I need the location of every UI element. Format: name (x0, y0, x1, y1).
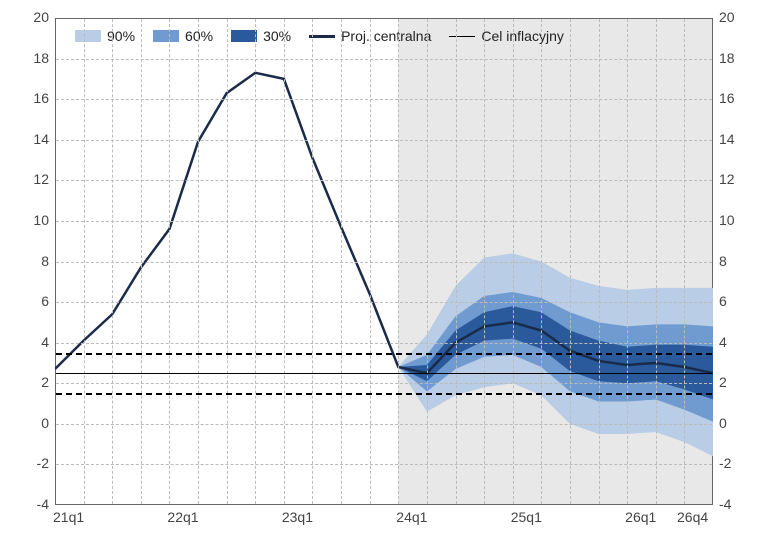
inflation-fan-chart: 90% 60% 30% Proj. centralna Cel inflacyjny -… (0, 0, 768, 535)
y-tick-left: 16 (0, 90, 49, 106)
y-tick-right: 14 (719, 131, 735, 147)
y-tick-right: 18 (719, 50, 735, 66)
grid-line-v (427, 19, 428, 504)
grid-line-v (255, 19, 256, 504)
inflation-target-line (56, 373, 712, 374)
grid-line-v (627, 19, 628, 504)
y-tick-left: 0 (0, 415, 49, 431)
y-tick-left: 4 (0, 334, 49, 350)
grid-line-v (112, 19, 113, 504)
legend-item: 60% (153, 28, 213, 44)
y-tick-right: -4 (719, 496, 731, 512)
x-tick: 21q1 (53, 509, 84, 525)
legend-swatch (231, 30, 257, 42)
grid-line-h (56, 464, 712, 465)
legend-swatch (449, 36, 475, 37)
inflation-target-band (56, 353, 712, 355)
legend-item: 30% (231, 28, 291, 44)
grid-line-h (56, 343, 712, 344)
grid-line-v (456, 19, 457, 504)
y-tick-right: 4 (719, 334, 727, 350)
grid-line-v (84, 19, 85, 504)
grid-line-v (513, 19, 514, 504)
x-tick: 23q1 (282, 509, 313, 525)
grid-line-h (56, 302, 712, 303)
grid-line-v (198, 19, 199, 504)
y-tick-left: 14 (0, 131, 49, 147)
grid-line-v (227, 19, 228, 504)
legend-swatch (153, 30, 179, 42)
grid-line-v (656, 19, 657, 504)
grid-line-h (56, 180, 712, 181)
grid-line-h (56, 424, 712, 425)
grid-line-v (398, 19, 399, 504)
y-tick-left: -4 (0, 496, 49, 512)
grid-line-v (141, 19, 142, 504)
legend-label: 90% (107, 28, 135, 44)
legend-item: Cel inflacyjny (449, 28, 563, 44)
y-tick-left: 10 (0, 212, 49, 228)
legend-label: Cel inflacyjny (481, 28, 563, 44)
grid-line-h (56, 59, 712, 60)
legend-label: 30% (263, 28, 291, 44)
grid-line-v (541, 19, 542, 504)
x-tick: 24q1 (396, 509, 427, 525)
legend-swatch (75, 30, 101, 42)
grid-line-h (56, 383, 712, 384)
y-tick-right: 8 (719, 253, 727, 269)
grid-line-v (370, 19, 371, 504)
grid-line-v (284, 19, 285, 504)
grid-line-v (484, 19, 485, 504)
grid-line-v (341, 19, 342, 504)
grid-line-v (684, 19, 685, 504)
grid-line-h (56, 140, 712, 141)
y-tick-right: 20 (719, 9, 735, 25)
inflation-target-band (56, 393, 712, 395)
legend: 90% 60% 30% Proj. centralna Cel inflacyjny (75, 28, 564, 44)
x-tick: 26q1 (625, 509, 656, 525)
grid-line-h (56, 262, 712, 263)
y-tick-left: 18 (0, 50, 49, 66)
grid-line-h (56, 221, 712, 222)
y-tick-right: 10 (719, 212, 735, 228)
y-tick-left: 8 (0, 253, 49, 269)
legend-label: 60% (185, 28, 213, 44)
x-tick: 25q1 (511, 509, 542, 525)
grid-line-h (56, 99, 712, 100)
y-tick-left: -2 (0, 455, 49, 471)
y-tick-right: -2 (719, 455, 731, 471)
x-tick: 26q4 (677, 509, 708, 525)
y-tick-right: 6 (719, 293, 727, 309)
y-tick-right: 0 (719, 415, 727, 431)
y-tick-right: 12 (719, 171, 735, 187)
y-tick-left: 2 (0, 374, 49, 390)
y-tick-right: 2 (719, 374, 727, 390)
x-tick: 22q1 (167, 509, 198, 525)
grid-line-v (169, 19, 170, 504)
y-tick-left: 12 (0, 171, 49, 187)
grid-line-v (312, 19, 313, 504)
y-tick-left: 20 (0, 9, 49, 25)
grid-line-v (570, 19, 571, 504)
legend-label: Proj. centralna (341, 28, 431, 44)
y-tick-right: 16 (719, 90, 735, 106)
y-tick-left: 6 (0, 293, 49, 309)
grid-line-v (599, 19, 600, 504)
